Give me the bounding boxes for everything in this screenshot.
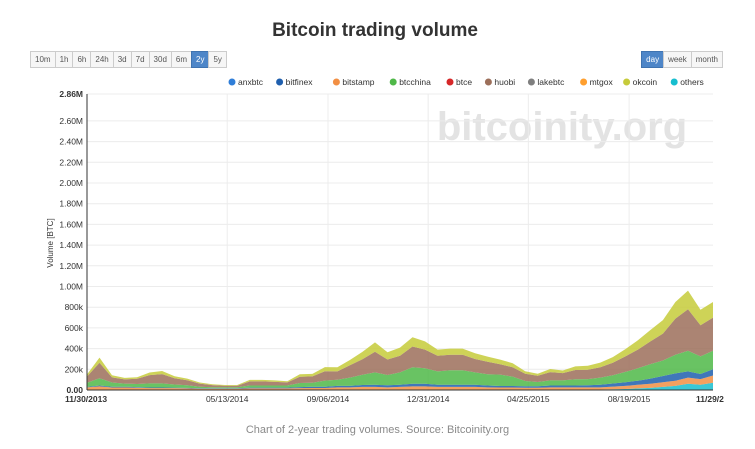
legend-marker: [446, 78, 454, 86]
range-2y-button[interactable]: 2y: [191, 51, 210, 68]
range-30d-button[interactable]: 30d: [148, 51, 172, 68]
y-tick-label: 2.40M: [59, 137, 83, 147]
area-bitfinex: [87, 369, 713, 389]
period-selector: day week month: [641, 51, 723, 68]
y-tick-label: 1.20M: [59, 261, 83, 271]
axes: 0.00 200k 400k 600k 800k 1.00M 1.20M 1.40M 1.60M…: [59, 89, 724, 404]
x-tick-label: 08/19/2015: [608, 394, 651, 404]
period-week-button[interactable]: week: [663, 51, 692, 68]
legend-label: bitstamp: [342, 77, 374, 87]
chart-svg: bitcoinity.org 0.00 200k 400k 600k 800k 1.00M…: [46, 77, 724, 404]
legend-item-others[interactable]: others: [670, 77, 704, 87]
legend-label: lakebtc: [537, 77, 565, 87]
y-tick-label: 2.20M: [59, 157, 83, 167]
area-huobi: [87, 309, 713, 388]
legend-item-btce[interactable]: btce: [446, 77, 473, 87]
legend-marker: [580, 78, 588, 86]
legend-label: huobi: [494, 77, 515, 87]
legend[interactable]: anxbtc bitfinex bitstamp btcchina btce huobi l…: [228, 77, 704, 87]
y-tick-label: 1.60M: [59, 219, 83, 229]
area-others: [87, 382, 713, 390]
legend-item-btcchina[interactable]: btcchina: [389, 77, 431, 87]
legend-item-lakebtc[interactable]: lakebtc: [527, 77, 565, 87]
legend-marker: [332, 78, 340, 86]
legend-marker: [228, 78, 236, 86]
legend-label: btcchina: [399, 77, 431, 87]
legend-marker: [670, 78, 678, 86]
chart-title: Bitcoin trading volume: [272, 20, 478, 41]
range-3d-button[interactable]: 3d: [112, 51, 132, 68]
area-bitstamp: [87, 375, 713, 390]
legend-item-mtgox[interactable]: mtgox: [580, 77, 613, 87]
y-tick-label: 0.00: [66, 385, 83, 395]
range-6h-button[interactable]: 6h: [72, 51, 92, 68]
range-7d-button[interactable]: 7d: [130, 51, 150, 68]
x-tick-label: 09/06/2014: [307, 394, 350, 404]
watermark: bitcoinity.org: [437, 105, 687, 149]
legend-item-bitfinex[interactable]: bitfinex: [276, 77, 313, 87]
legend-marker: [389, 78, 397, 86]
range-5y-button[interactable]: 5y: [208, 51, 227, 68]
x-end-label: 11/29/2: [696, 394, 724, 404]
y-tick-label: 1.40M: [59, 240, 83, 250]
y-max-label: 2.86M: [59, 89, 83, 99]
y-tick-label: 1.80M: [59, 199, 83, 209]
range-6m-button[interactable]: 6m: [170, 51, 193, 68]
legend-label: btce: [456, 77, 472, 87]
area-series: [87, 290, 713, 390]
x-start-label: 11/30/2013: [65, 394, 107, 404]
legend-marker: [484, 78, 492, 86]
y-tick-label: 2.00M: [59, 178, 83, 188]
legend-marker: [623, 78, 631, 86]
y-axis-label: Volume [BTC]: [46, 218, 55, 267]
range-10m-button[interactable]: 10m: [30, 51, 56, 68]
range-1h-button[interactable]: 1h: [54, 51, 74, 68]
legend-marker: [276, 78, 284, 86]
period-day-button[interactable]: day: [641, 51, 665, 68]
legend-label: anxbtc: [238, 77, 264, 87]
legend-label: mtgox: [590, 77, 614, 87]
y-tick-label: 600k: [65, 323, 84, 333]
area-btcchina: [87, 350, 713, 389]
legend-label: okcoin: [633, 77, 658, 87]
period-month-button[interactable]: month: [690, 51, 723, 68]
chart-panel: bitcoinity.org 0.00 200k 400k 600k 800k 1.00M…: [25, 0, 725, 410]
legend-item-okcoin[interactable]: okcoin: [623, 77, 657, 87]
y-tick-label: 800k: [65, 302, 84, 312]
legend-item-bitstamp[interactable]: bitstamp: [332, 77, 375, 87]
grid-lines: [87, 93, 713, 390]
y-tick-label: 400k: [65, 344, 84, 354]
legend-label: others: [680, 77, 704, 87]
legend-marker: [527, 78, 535, 86]
range-selector: 10m 1h 6h 24h 3d 7d 30d 6m 2y 5y: [30, 51, 227, 68]
x-tick-label: 12/31/2014: [407, 394, 450, 404]
range-24h-button[interactable]: 24h: [90, 51, 114, 68]
y-tick-label: 1.00M: [59, 282, 83, 292]
legend-item-anxbtc[interactable]: anxbtc: [228, 77, 264, 87]
x-tick-label: 04/25/2015: [507, 394, 550, 404]
x-tick-label: 05/13/2014: [206, 394, 249, 404]
legend-label: bitfinex: [286, 77, 314, 87]
legend-item-huobi[interactable]: huobi: [484, 77, 515, 87]
figure-caption: Chart of 2-year trading volumes. Source:…: [245, 424, 510, 436]
y-tick-label: 200k: [65, 364, 84, 374]
y-tick-label: 2.60M: [59, 116, 83, 126]
